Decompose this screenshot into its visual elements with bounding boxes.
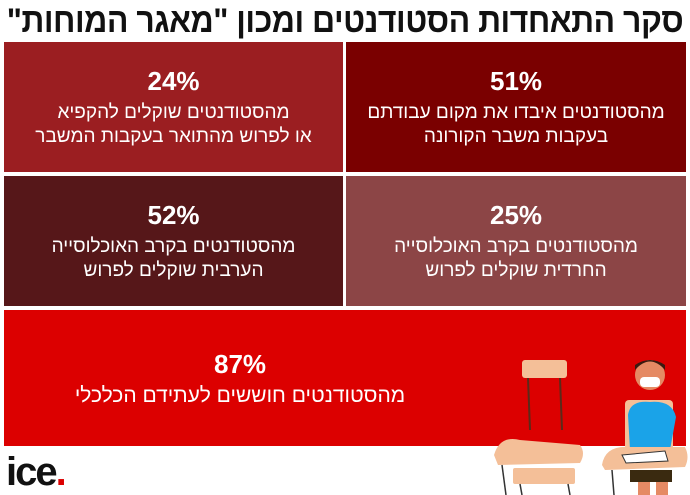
stat-text: מהסטודנטים בקרב האוכלוסייה <box>394 235 638 257</box>
stat-text: הערבית שוקלים לפרוש <box>83 259 264 281</box>
stat-value: 52% <box>147 199 200 230</box>
stat-box-considering-dropout: 24% מהסטודנטים שוקלים להקפיא או לפרוש מה… <box>4 42 343 172</box>
stat-text: בעקבות משבר הקורונה <box>423 125 609 147</box>
stat-text: או לפרוש מהתואר בעקבות המשבר <box>35 125 312 147</box>
stat-text: מהסטודנטים בקרב האוכלוסייה <box>51 235 296 257</box>
stat-box-job-loss: 51% מהסטודנטים איבדו את מקום עבודתם בעקב… <box>346 42 686 172</box>
stat-value: 24% <box>147 65 200 96</box>
stat-text: מהסטודנטים איבדו את מקום עבודתם <box>367 101 665 123</box>
stat-value: 51% <box>489 65 543 96</box>
stat-text: מהסטודנטים חוששים לעתידם הכלכלי <box>74 383 406 407</box>
stat-box-haredi: 25% מהסטודנטים בקרב האוכלוסייה החרדית שו… <box>346 176 686 306</box>
stat-text: מהסטודנטים שוקלים להקפיא <box>57 101 290 123</box>
stat-box-arab: 52% מהסטודנטים בקרב האוכלוסייה הערבית שו… <box>4 176 343 306</box>
page-title: סקר התאחדות הסטודנטים ומכון "מאגר המוחות… <box>6 0 684 40</box>
stat-value: 87% <box>213 348 267 379</box>
stat-text: החרדית שוקלים לפרוש <box>425 259 607 281</box>
student-desk-illustration <box>494 360 688 495</box>
ice-logo: ice. <box>6 450 67 495</box>
logo-text: ice <box>6 450 58 494</box>
stat-value: 25% <box>489 199 543 230</box>
logo-dot: . <box>55 450 67 494</box>
stat-box-economic-future: 87% מהסטודנטים חוששים לעתידם הכלכלי <box>4 310 686 446</box>
